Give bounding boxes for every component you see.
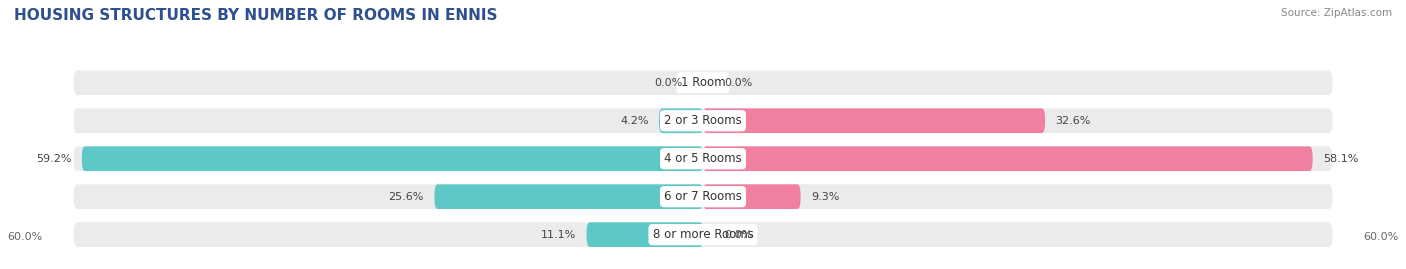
FancyBboxPatch shape bbox=[703, 184, 800, 209]
FancyBboxPatch shape bbox=[73, 108, 1333, 133]
Text: 8 or more Rooms: 8 or more Rooms bbox=[652, 228, 754, 241]
Text: 0.0%: 0.0% bbox=[724, 230, 752, 240]
Text: 60.0%: 60.0% bbox=[7, 232, 42, 242]
FancyBboxPatch shape bbox=[73, 184, 1333, 209]
Text: 2 or 3 Rooms: 2 or 3 Rooms bbox=[664, 114, 742, 127]
Text: 59.2%: 59.2% bbox=[35, 154, 72, 164]
FancyBboxPatch shape bbox=[73, 146, 1333, 171]
FancyBboxPatch shape bbox=[703, 108, 1045, 133]
Text: 4.2%: 4.2% bbox=[620, 116, 648, 126]
Text: Source: ZipAtlas.com: Source: ZipAtlas.com bbox=[1281, 8, 1392, 18]
Text: 58.1%: 58.1% bbox=[1323, 154, 1358, 164]
FancyBboxPatch shape bbox=[434, 184, 703, 209]
Text: 0.0%: 0.0% bbox=[654, 78, 682, 88]
Text: 4 or 5 Rooms: 4 or 5 Rooms bbox=[664, 152, 742, 165]
Text: 25.6%: 25.6% bbox=[388, 192, 423, 202]
Text: 32.6%: 32.6% bbox=[1056, 116, 1091, 126]
Text: 60.0%: 60.0% bbox=[1364, 232, 1399, 242]
FancyBboxPatch shape bbox=[82, 146, 703, 171]
Text: 9.3%: 9.3% bbox=[811, 192, 839, 202]
FancyBboxPatch shape bbox=[659, 108, 703, 133]
Text: 11.1%: 11.1% bbox=[541, 230, 576, 240]
FancyBboxPatch shape bbox=[73, 70, 1333, 95]
Text: HOUSING STRUCTURES BY NUMBER OF ROOMS IN ENNIS: HOUSING STRUCTURES BY NUMBER OF ROOMS IN… bbox=[14, 8, 498, 23]
Text: 1 Room: 1 Room bbox=[681, 76, 725, 89]
FancyBboxPatch shape bbox=[703, 146, 1313, 171]
FancyBboxPatch shape bbox=[586, 222, 703, 247]
FancyBboxPatch shape bbox=[73, 222, 1333, 247]
Text: 6 or 7 Rooms: 6 or 7 Rooms bbox=[664, 190, 742, 203]
Text: 0.0%: 0.0% bbox=[724, 78, 752, 88]
